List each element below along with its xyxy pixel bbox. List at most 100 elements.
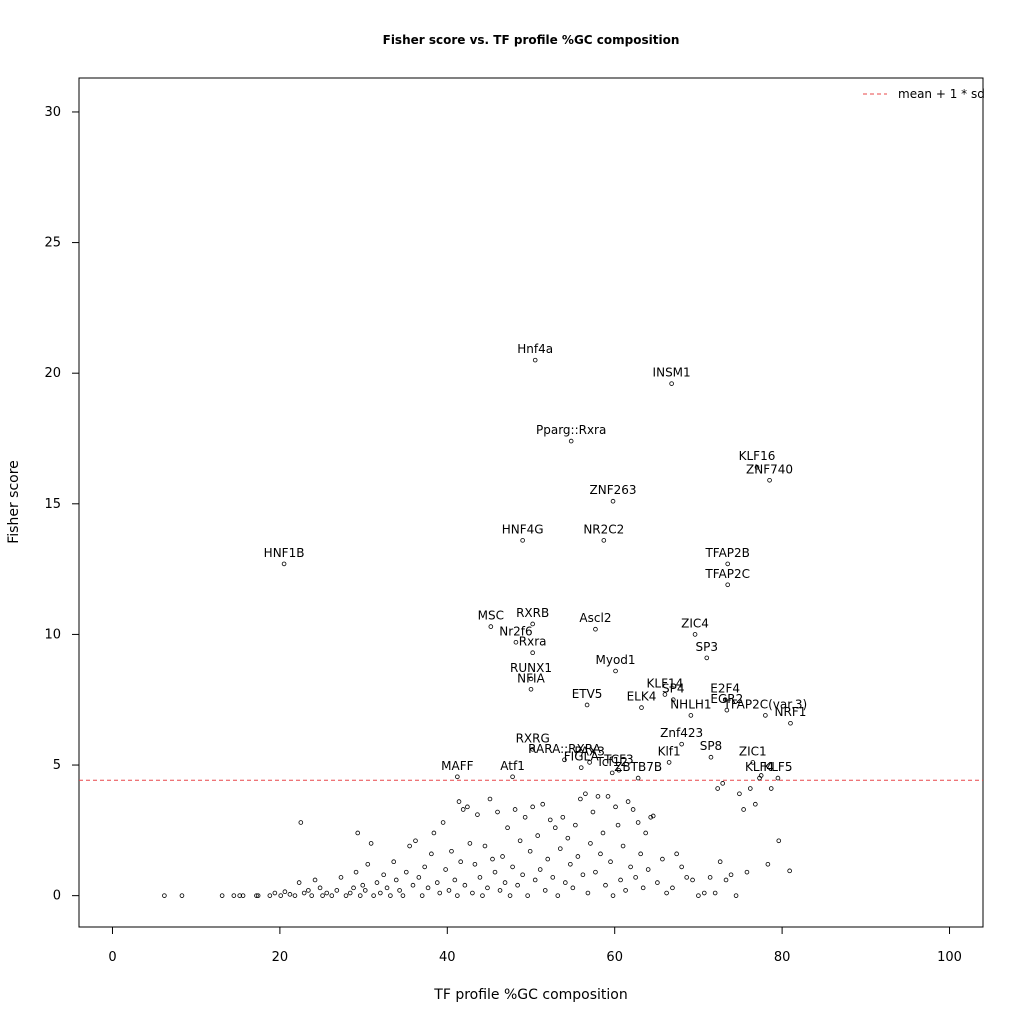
labeled-data-point xyxy=(775,775,781,781)
point-label: TFAP2C(var.3) xyxy=(723,697,808,711)
point-label: NHLH1 xyxy=(670,697,711,711)
data-point xyxy=(462,882,468,888)
x-tick-label: 40 xyxy=(439,950,456,965)
data-point xyxy=(179,893,185,898)
data-point xyxy=(477,875,483,880)
data-point xyxy=(737,791,742,797)
point-label: MSC xyxy=(478,609,504,623)
data-point xyxy=(555,893,561,898)
labeled-data-point xyxy=(528,676,534,682)
data-point xyxy=(590,809,596,815)
data-point xyxy=(696,893,701,898)
labeled-data-point xyxy=(584,702,590,708)
data-point xyxy=(495,809,500,815)
data-point xyxy=(231,893,237,898)
point-label: ZBTB7B xyxy=(614,760,662,774)
labeled-data-point xyxy=(562,757,567,763)
x-tick-label: 60 xyxy=(606,950,623,965)
point-label: Rxra xyxy=(519,635,547,649)
data-point xyxy=(618,877,623,883)
labeled-data-point xyxy=(530,621,535,627)
labeled-data-point xyxy=(616,767,622,773)
data-point xyxy=(588,841,593,846)
data-point xyxy=(701,890,707,896)
labeled-data-point xyxy=(708,754,714,760)
data-point xyxy=(301,890,307,896)
point-label: Pparg::Rxra xyxy=(536,423,606,437)
data-point xyxy=(633,875,638,880)
data-point xyxy=(437,890,443,896)
data-point xyxy=(296,880,302,885)
data-point xyxy=(640,885,646,891)
legend-label: mean + 1 * sd xyxy=(898,87,985,101)
data-point xyxy=(487,796,493,802)
labeled-data-point xyxy=(688,713,694,718)
data-point xyxy=(585,890,591,896)
data-point xyxy=(679,864,684,870)
data-point xyxy=(527,848,533,854)
data-point xyxy=(381,872,386,878)
labeled-data-point xyxy=(639,705,644,710)
data-point xyxy=(403,869,409,875)
point-label: SP8 xyxy=(700,739,723,753)
data-point xyxy=(568,862,573,867)
data-point xyxy=(419,893,425,898)
point-label: ELK4 xyxy=(627,690,657,704)
labeled-data-point xyxy=(679,741,684,747)
data-point xyxy=(255,893,261,898)
data-point xyxy=(434,880,440,885)
data-point xyxy=(525,893,530,898)
chart-title: Fisher score vs. TF profile %GC composit… xyxy=(383,33,680,47)
legend: mean + 1 * sd xyxy=(863,87,985,101)
point-label: KLF14 xyxy=(647,677,684,691)
data-point xyxy=(613,804,618,810)
labeled-data-point xyxy=(613,668,618,674)
x-tick-label: 80 xyxy=(774,950,791,965)
data-point xyxy=(635,820,641,825)
y-tick-label: 0 xyxy=(53,889,61,904)
point-label: ZNF263 xyxy=(590,483,637,497)
data-point xyxy=(278,893,284,898)
data-point xyxy=(351,885,356,891)
data-point xyxy=(510,864,515,870)
data-point xyxy=(550,875,556,880)
data-point xyxy=(650,813,656,819)
data-point xyxy=(570,885,576,891)
labeled-data-point xyxy=(530,747,535,752)
labeled-data-point xyxy=(281,561,287,567)
data-point xyxy=(645,867,651,872)
data-point xyxy=(429,851,434,857)
data-point xyxy=(490,856,495,862)
data-point xyxy=(630,807,636,812)
data-point xyxy=(628,864,633,870)
data-point xyxy=(306,888,311,893)
data-point xyxy=(492,869,498,875)
data-point xyxy=(357,893,363,898)
data-point xyxy=(384,885,390,891)
data-point xyxy=(583,791,588,797)
point-label: Tcf12 xyxy=(595,755,627,769)
data-point xyxy=(522,814,528,820)
point-label: Hnf4a xyxy=(517,342,553,356)
data-point xyxy=(410,882,416,888)
data-point xyxy=(580,872,586,878)
data-point xyxy=(440,820,446,825)
data-point xyxy=(413,838,418,844)
data-point xyxy=(610,893,616,898)
data-point xyxy=(388,893,393,898)
data-point xyxy=(537,867,543,872)
labeled-data-point xyxy=(528,686,534,692)
labeled-data-point xyxy=(520,538,525,543)
data-point xyxy=(355,830,361,836)
data-point xyxy=(717,859,723,864)
data-point xyxy=(595,794,601,799)
data-point xyxy=(502,880,508,885)
data-points xyxy=(162,357,793,898)
data-point xyxy=(512,807,518,812)
plot-frame xyxy=(78,77,984,928)
y-tick-label: 20 xyxy=(44,366,61,381)
data-point xyxy=(458,859,463,864)
data-point xyxy=(467,841,473,846)
data-point xyxy=(560,814,566,820)
data-point xyxy=(422,864,427,870)
